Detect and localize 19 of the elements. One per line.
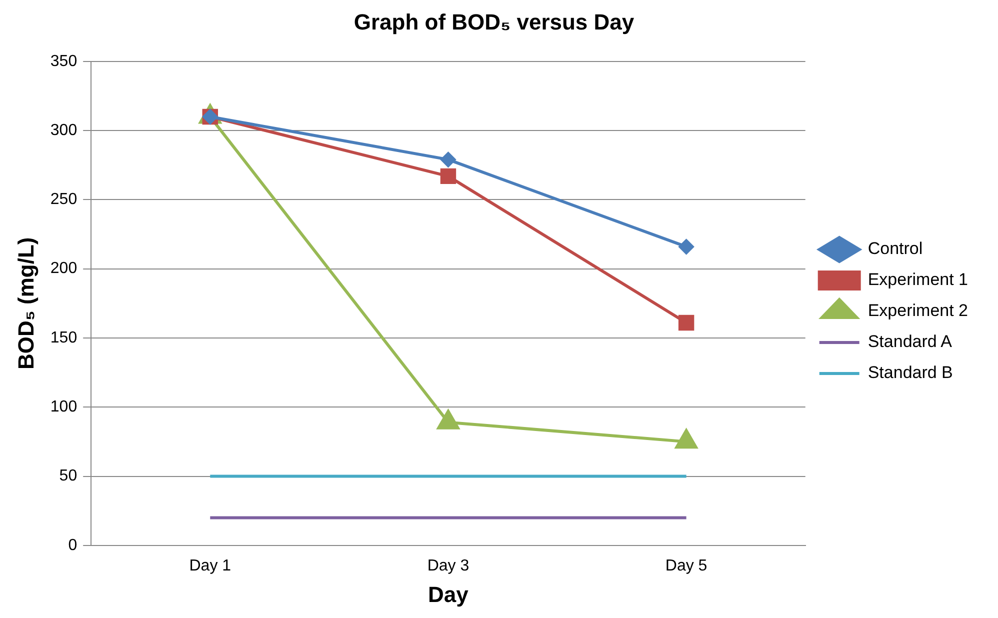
y-tick-label: 50 xyxy=(59,468,78,485)
y-tick-label: 200 xyxy=(50,260,78,278)
x-tick-label: Day 5 xyxy=(665,557,708,574)
y-tick-label: 100 xyxy=(50,398,78,416)
y-tick-label: 150 xyxy=(50,329,78,346)
legend-label: Standard B xyxy=(868,363,953,382)
y-tick-label: 250 xyxy=(50,191,78,208)
y-tick-label: 0 xyxy=(68,536,78,554)
y-tick-label: 350 xyxy=(50,52,78,70)
x-tick-label: Day 3 xyxy=(427,557,470,574)
x-axis-title: Day xyxy=(428,582,470,607)
x-tick-label: Day 1 xyxy=(189,557,232,574)
chart-title: Graph of BOD₅ versus Day xyxy=(354,9,635,34)
legend-label: Experiment 1 xyxy=(868,270,968,290)
y-tick-label: 300 xyxy=(50,122,78,139)
y-axis-title: BOD₅ (mg/L) xyxy=(13,237,38,370)
legend-label: Control xyxy=(868,239,923,258)
legend-label: Experiment 2 xyxy=(868,301,968,320)
legend-label: Standard A xyxy=(868,332,953,352)
